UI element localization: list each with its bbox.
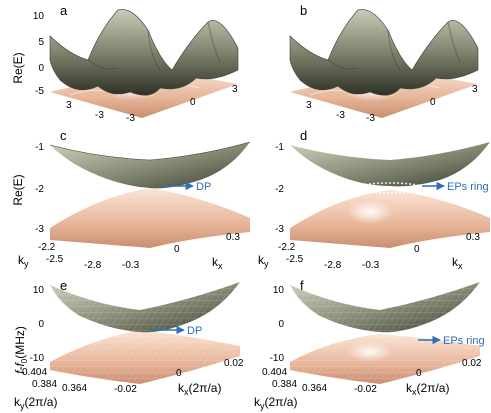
ky-tick: 3	[66, 100, 72, 111]
ky-tick: 3	[306, 100, 312, 111]
axis-label-z: f-f0(MHz)	[13, 326, 29, 374]
z-tick: -3	[275, 224, 284, 235]
panel-letter: d	[300, 128, 307, 143]
ky-tick: -2.5	[46, 254, 64, 265]
z-tick: -5	[35, 86, 44, 97]
axis-label-z: Re(E)	[11, 174, 25, 205]
z-tick: -10	[30, 353, 45, 364]
kx-tick: 0.3	[466, 232, 480, 243]
axis-label-ky: ky(2π/a)	[14, 395, 57, 411]
kx-tick: 0	[416, 368, 422, 379]
kx-tick: 0.02	[224, 358, 244, 369]
kx-tick: 0.02	[462, 358, 482, 369]
kx-tick: 0.3	[226, 232, 240, 243]
ky-tick: 0.404	[262, 367, 287, 378]
z-tick: -3	[35, 224, 44, 235]
kx-tick: -3	[126, 113, 135, 124]
z-tick: -10	[270, 353, 285, 364]
kx-tick: -0.02	[354, 384, 377, 395]
axis-label-kx: kx(2π/a)	[178, 381, 221, 397]
z-tick: 5	[38, 37, 44, 48]
ky-tick: 0.384	[32, 379, 57, 390]
annotation-label: EPs ring	[443, 335, 485, 347]
axis-label-kx: kx	[452, 255, 463, 271]
kx-tick: -0.3	[362, 260, 380, 271]
panel-c: c Re(E) -1 -2 -3 DP -2.2 -2.5 -2.8 -0.3 …	[11, 128, 251, 271]
z-tick: 0	[38, 63, 44, 74]
kx-tick: -0.02	[114, 384, 137, 395]
panel-letter: c	[60, 128, 67, 143]
z-tick: 0	[278, 319, 284, 330]
ky-tick: -2.2	[38, 242, 56, 253]
axis-label-ky: ky	[258, 253, 269, 269]
eps-ring	[355, 182, 425, 194]
panel-d: d -1 -2 -3 EPs ring -2.2 -2.5 -2.8 -0.3 …	[258, 128, 490, 271]
z-tick: 10	[273, 285, 285, 296]
ky-tick: -2.8	[324, 260, 342, 271]
kx-tick: 3	[472, 84, 478, 95]
kx-tick: -3	[366, 113, 375, 124]
kx-tick: 0	[176, 368, 182, 379]
kx-tick: 3	[232, 84, 238, 95]
kx-tick: 0	[414, 244, 420, 255]
lower-band-surface	[50, 188, 250, 248]
ky-tick: 0.404	[22, 367, 47, 378]
axis-label-kx: kx	[212, 255, 223, 271]
kx-tick: 0	[430, 97, 436, 108]
z-tick: -1	[275, 142, 284, 153]
upper-band-surface	[49, 9, 239, 96]
ky-tick: 0.384	[272, 379, 297, 390]
ky-tick: -2.5	[286, 254, 304, 265]
z-tick: -2	[35, 184, 44, 195]
panel-a: a Re(E) 10 5 0 -5 3 -3 -3 0 3	[11, 3, 239, 124]
z-tick: -2	[275, 184, 284, 195]
annotation-label: DP	[187, 325, 202, 337]
upper-band-surface	[290, 142, 490, 187]
ky-tick: -3	[95, 110, 104, 121]
kx-tick: 0	[174, 244, 180, 255]
upper-band-surface	[50, 142, 250, 189]
kx-tick: 0	[190, 97, 196, 108]
z-tick: 0	[38, 319, 44, 330]
panel-e: e f-f0(MHz) 10 0 -10 DP 0.404 0.384 0.36…	[13, 278, 244, 411]
ky-tick: -2.2	[278, 242, 296, 253]
z-tick: 10	[33, 11, 45, 22]
ky-tick: -3	[336, 110, 345, 121]
panel-letter: f	[300, 278, 304, 293]
z-tick: -1	[35, 142, 44, 153]
panel-f: f 10 0 -10 EPs ring 0.404 0.384 0.364 -0…	[254, 278, 485, 411]
ky-tick: 0.364	[302, 383, 327, 394]
panel-letter: a	[60, 3, 68, 18]
axis-label-ky: ky	[18, 253, 29, 269]
panel-letter: e	[60, 278, 67, 293]
ky-tick: -2.8	[84, 260, 102, 271]
kx-tick: -0.3	[122, 260, 140, 271]
annotation-label: EPs ring	[447, 181, 489, 193]
lower-band-surface	[290, 190, 490, 248]
ky-tick: 0.364	[62, 383, 87, 394]
panel-letter: b	[300, 3, 307, 18]
axis-label-z: Re(E)	[11, 52, 25, 83]
panel-b: b 3 -3 -3 0 3	[289, 3, 479, 124]
axis-label-ky: ky(2π/a)	[254, 395, 297, 411]
z-tick: 10	[33, 285, 45, 296]
annotation-label: DP	[196, 181, 211, 193]
axis-label-kx: kx(2π/a)	[406, 381, 449, 397]
upper-band-surface	[289, 9, 479, 96]
